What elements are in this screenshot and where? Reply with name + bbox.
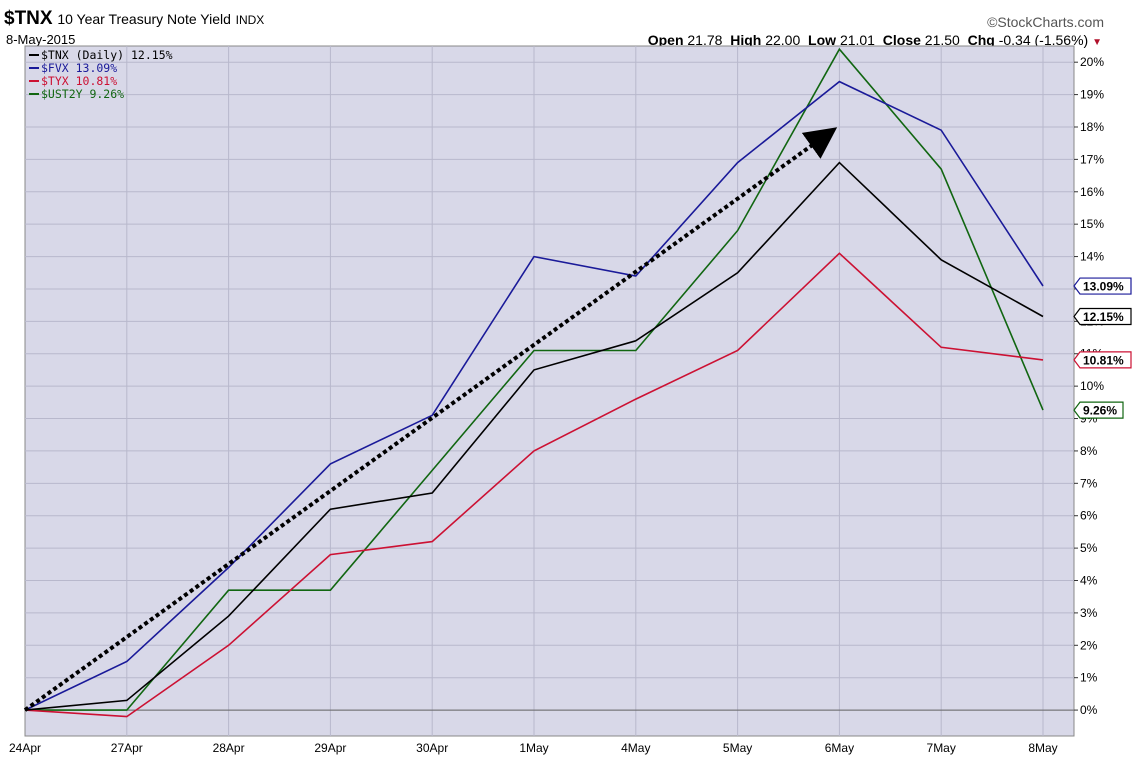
y-tick-label: 1% [1080, 671, 1098, 685]
y-tick-label: 7% [1080, 476, 1098, 490]
y-tick-label: 0% [1080, 703, 1098, 717]
down-triangle-icon: ▼ [1092, 37, 1102, 48]
symbol-name: 10 Year Treasury Note Yield [57, 11, 231, 27]
chg-label: Chg [967, 32, 995, 48]
legend-entry: $TNX (Daily) 12.15% [41, 48, 173, 62]
y-tick-label: 17% [1080, 152, 1104, 166]
high-label: High [730, 32, 762, 48]
chg-value: -0.34 (-1.56%) [998, 32, 1089, 48]
chart-date: 8-May-2015 [6, 32, 76, 47]
x-tick-label: 27Apr [111, 741, 143, 755]
x-tick-label: 6May [825, 741, 854, 755]
end-value-label: 10.81% [1083, 353, 1124, 367]
copyright-icon: © [987, 14, 998, 30]
legend-entry: $UST2Y 9.26% [41, 87, 124, 101]
y-tick-label: 8% [1080, 444, 1098, 458]
y-tick-label: 20% [1080, 55, 1104, 69]
y-tick-label: 2% [1080, 638, 1098, 652]
end-value-tag [1073, 307, 1132, 326]
end-value-tag [1073, 351, 1132, 369]
y-tick-label: 3% [1080, 606, 1098, 620]
end-value-label: 13.09% [1083, 280, 1124, 294]
end-value-tag [1073, 277, 1132, 295]
series-line [24, 161, 1044, 711]
low-value: 21.01 [839, 32, 875, 48]
brand: ©StockCharts.com [987, 14, 1104, 30]
symbol: $TNX [4, 8, 53, 29]
end-value-label: 9.26% [1083, 404, 1117, 418]
y-tick-label: 19% [1080, 88, 1104, 102]
brand-name: StockCharts.com [997, 14, 1104, 30]
open-label: Open [647, 32, 684, 48]
y-tick-label: 4% [1080, 574, 1098, 588]
ohlc-readout: Open 21.78 High 22.00 Low 21.01 Close 21… [648, 32, 1102, 48]
series-line [24, 80, 1044, 711]
legend-entry: $TYX 10.81% [41, 74, 117, 88]
x-tick-label: 1May [519, 741, 548, 755]
low-label: Low [808, 32, 837, 48]
series-line [24, 252, 1044, 718]
x-tick-label: 24Apr [9, 741, 41, 755]
x-tick-label: 30Apr [416, 741, 448, 755]
y-tick-label: 15% [1080, 217, 1104, 231]
trend-arrow [23, 127, 838, 712]
close-value: 21.50 [924, 32, 960, 48]
y-tick-label: 5% [1080, 541, 1098, 555]
end-value-label: 12.15% [1083, 310, 1124, 324]
series-line [25, 47, 1044, 711]
chart-title: $TNX 10 Year Treasury Note Yield INDX [4, 8, 264, 30]
plot-area [24, 45, 1075, 737]
y-tick-label: 6% [1080, 509, 1098, 523]
y-tick-label: 10% [1080, 379, 1104, 393]
x-tick-label: 28Apr [213, 741, 245, 755]
end-value-tag [1073, 401, 1124, 419]
x-tick-label: 4May [621, 741, 650, 755]
x-tick-label: 5May [723, 741, 752, 755]
x-tick-label: 29Apr [314, 741, 346, 755]
high-value: 22.00 [765, 32, 801, 48]
x-tick-label: 8May [1028, 741, 1057, 755]
y-tick-label: 18% [1080, 120, 1104, 134]
close-label: Close [882, 32, 921, 48]
legend-entry: $FVX 13.09% [41, 61, 117, 75]
open-value: 21.78 [687, 32, 723, 48]
y-tick-label: 16% [1080, 185, 1104, 199]
exchange: INDX [235, 13, 265, 27]
x-tick-label: 7May [927, 741, 956, 755]
y-tick-label: 14% [1080, 250, 1104, 264]
